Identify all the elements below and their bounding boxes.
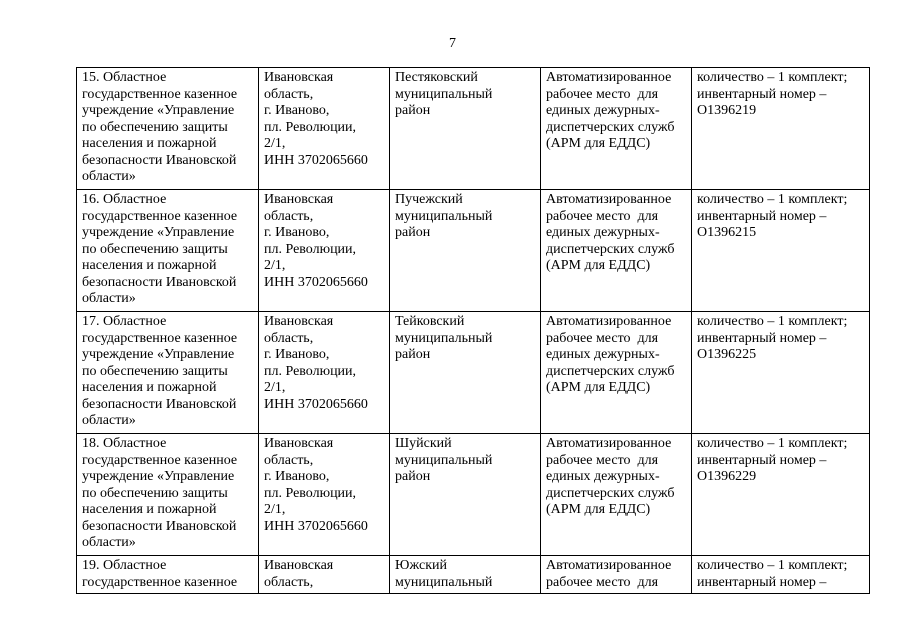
equipment-cell: Автоматизированное рабочее место для еди… — [540, 189, 692, 312]
org-cell: 15. Областное государственное казенное у… — [76, 67, 259, 190]
org-cell: 19. Областное государственное казенное — [76, 555, 259, 594]
org-cell: 18. Областное государственное казенное у… — [76, 433, 259, 556]
district-cell: Пестяковский муниципальный район — [389, 67, 541, 190]
inventory-cell: количество – 1 комплект; инвентарный ном… — [691, 555, 870, 594]
table-row: 18. Областное государственное казенное у… — [76, 433, 870, 556]
address-cell: Ивановская область, г. Иваново, пл. Рево… — [258, 311, 390, 434]
inventory-cell: количество – 1 комплект; инвентарный ном… — [691, 189, 870, 312]
equipment-cell: Автоматизированное рабочее место для еди… — [540, 67, 692, 190]
address-cell: Ивановская область, г. Иваново, пл. Рево… — [258, 189, 390, 312]
equipment-cell: Автоматизированное рабочее место для еди… — [540, 433, 692, 556]
inventory-cell: количество – 1 комплект; инвентарный ном… — [691, 311, 870, 434]
district-cell: Пучежский муниципальный район — [389, 189, 541, 312]
address-cell: Ивановская область, г. Иваново, пл. Рево… — [258, 67, 390, 190]
org-cell: 16. Областное государственное казенное у… — [76, 189, 259, 312]
table-row: 19. Областное государственное казенное И… — [76, 555, 870, 594]
table-row: 16. Областное государственное казенное у… — [76, 189, 870, 312]
district-cell: Шуйский муниципальный район — [389, 433, 541, 556]
inventory-cell: количество – 1 комплект; инвентарный ном… — [691, 433, 870, 556]
equipment-table: 15. Областное государственное казенное у… — [76, 67, 870, 594]
table-row: 17. Областное государственное казенное у… — [76, 311, 870, 434]
inventory-cell: количество – 1 комплект; инвентарный ном… — [691, 67, 870, 190]
org-cell: 17. Областное государственное казенное у… — [76, 311, 259, 434]
table-row: 15. Областное государственное казенное у… — [76, 67, 870, 190]
equipment-cell: Автоматизированное рабочее место для еди… — [540, 311, 692, 434]
page-number: 7 — [449, 36, 456, 51]
district-cell: Южский муниципальный — [389, 555, 541, 594]
address-cell: Ивановская область, г. Иваново, пл. Рево… — [258, 433, 390, 556]
district-cell: Тейковский муниципальный район — [389, 311, 541, 434]
equipment-cell: Автоматизированное рабочее место для — [540, 555, 692, 594]
address-cell: Ивановская область, — [258, 555, 390, 594]
